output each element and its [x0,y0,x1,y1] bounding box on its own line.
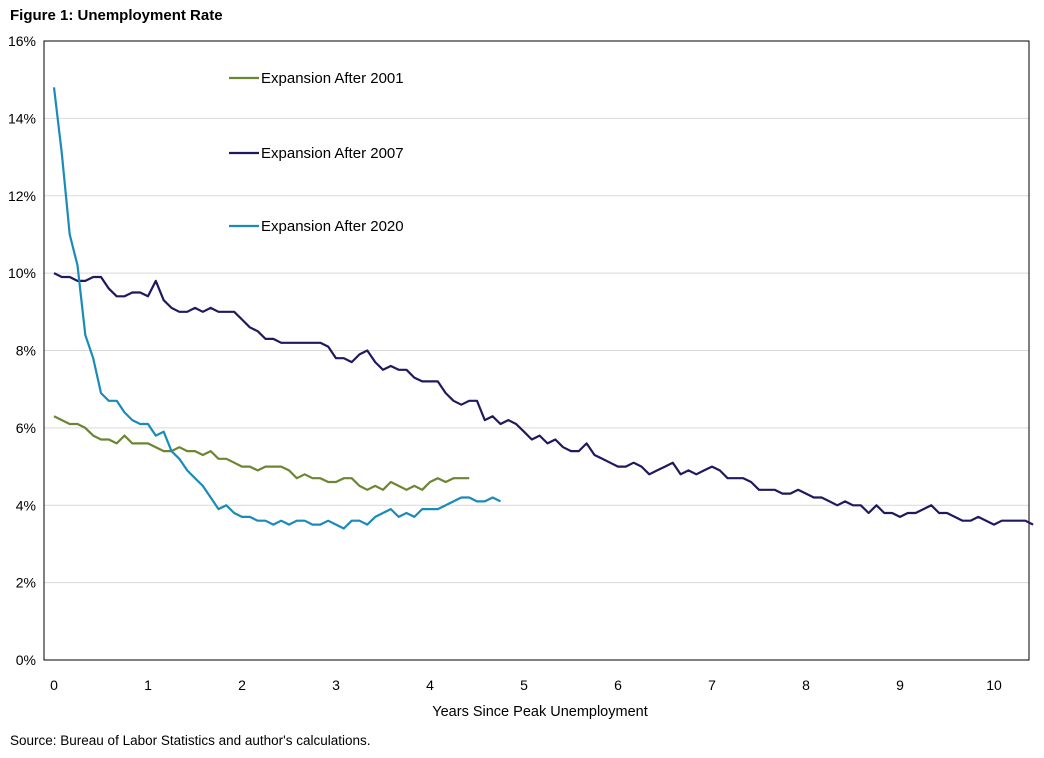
x-tick-label: 8 [802,677,810,693]
plot-area-border [43,40,1030,661]
y-tick-label: 2% [16,575,36,591]
series-line [52,87,501,530]
x-tick-label: 4 [426,677,434,693]
y-tick-label: 6% [16,420,36,436]
y-tick-label: 0% [16,652,36,668]
legend-label: Expansion After 2007 [261,145,404,162]
chart-title: Figure 1: Unemployment Rate [10,7,223,24]
x-tick-label: 1 [144,677,152,693]
y-tick-label: 10% [8,265,36,281]
x-tick-label: 3 [332,677,340,693]
legend: Expansion After 2001 Expansion After 2007… [229,70,404,235]
x-axis-label: Years Since Peak Unemployment [432,704,647,720]
x-axis-ticks: 0 1 2 3 4 5 6 7 8 9 10 [50,677,1002,693]
y-tick-label: 14% [8,110,36,126]
x-tick-label: 7 [708,677,716,693]
x-tick-label: 6 [614,677,622,693]
source-note: Source: Bureau of Labor Statistics and a… [10,733,371,748]
legend-label: Expansion After 2001 [261,70,404,87]
y-axis-ticks: 0% 2% 4% 6% 8% 10% 12% 14% 16% [8,33,36,668]
x-tick-label: 10 [986,677,1002,693]
gridlines [44,117,1029,584]
y-tick-label: 16% [8,33,36,49]
x-tick-label: 2 [238,677,246,693]
x-tick-label: 9 [896,677,904,693]
y-tick-label: 12% [8,188,36,204]
series-line [53,415,470,491]
series-line [53,272,1034,526]
series-lines [52,87,1034,530]
legend-label: Expansion After 2020 [261,218,404,235]
x-tick-label: 0 [50,677,58,693]
y-tick-label: 4% [16,497,36,513]
y-tick-label: 8% [16,343,36,359]
x-tick-label: 5 [520,677,528,693]
